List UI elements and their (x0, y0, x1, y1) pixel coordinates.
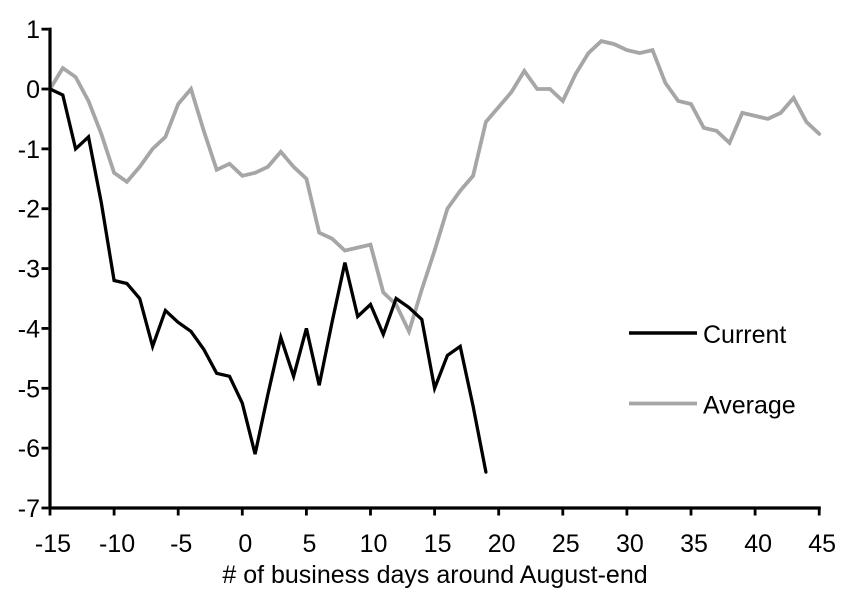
y-tick-label: -5 (18, 375, 40, 403)
y-tick-label: 0 (26, 76, 40, 104)
legend-average-label: Average (703, 392, 796, 420)
x-tick-label: 20 (488, 530, 516, 558)
x-tick-label: 35 (680, 530, 708, 558)
plot-area (48, 39, 822, 474)
x-axis-title: # of business days around August-end (222, 561, 647, 589)
legend: Current Average (629, 321, 796, 420)
y-tick-label: -2 (18, 196, 40, 224)
y-tick-label: -4 (18, 315, 40, 343)
x-tick-group: -15 -10 -5 0 5 10 15 20 25 30 35 40 45 (35, 508, 836, 558)
y-tick-group: 1 0 -1 -2 -3 -4 -5 -6 -7 (18, 16, 49, 523)
y-tick-label: -6 (18, 435, 40, 463)
y-tick-label: -1 (18, 136, 40, 164)
y-tick-label: -7 (18, 495, 40, 523)
x-tick-label: 30 (616, 530, 644, 558)
current-line (48, 87, 488, 474)
x-tick-label: 25 (552, 530, 580, 558)
legend-current-label: Current (703, 321, 786, 349)
x-tick-label: 10 (360, 530, 388, 558)
x-tick-label: 5 (302, 530, 316, 558)
x-tick-label: 40 (744, 530, 772, 558)
x-tick-label: -5 (170, 530, 192, 558)
x-tick-label: 45 (808, 530, 836, 558)
x-tick-label: -15 (35, 530, 71, 558)
x-tick-label: 15 (424, 530, 452, 558)
x-tick-label: 0 (238, 530, 252, 558)
y-tick-label: -3 (18, 256, 40, 284)
axes: 10-1-2-3-4-5-6-7 -15 -10 -5 0 5 10 15 20 25 30 35 4… (18, 16, 836, 558)
average-line (48, 39, 822, 337)
x-tick-label: -10 (99, 530, 135, 558)
y-tick-label: 1 (26, 16, 40, 44)
